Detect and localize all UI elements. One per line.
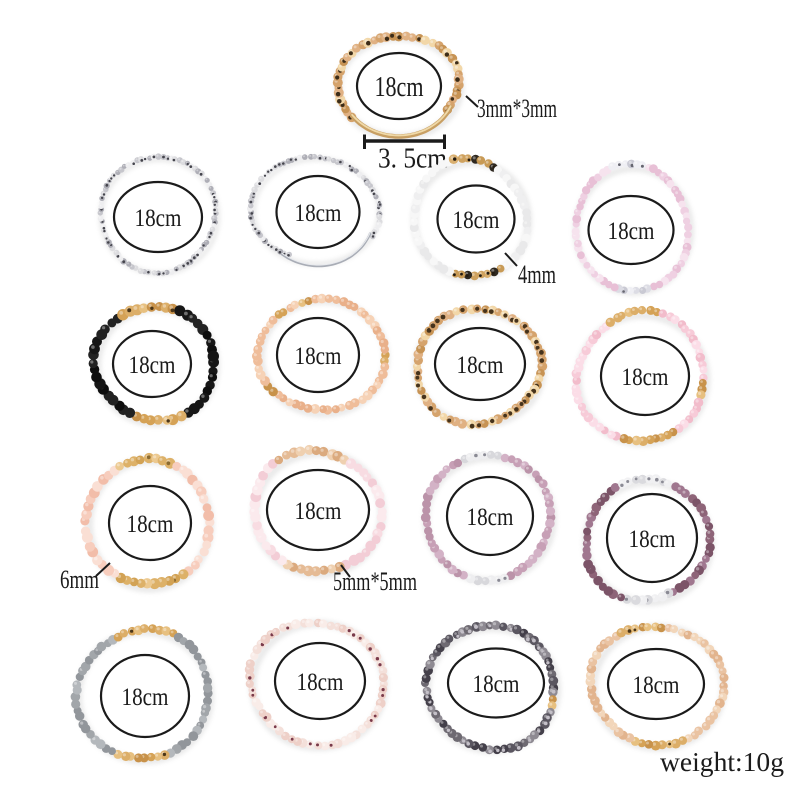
svg-text:18cm: 18cm [297,669,344,696]
svg-text:18cm: 18cm [135,205,182,232]
svg-text:18cm: 18cm [295,498,342,525]
svg-text:18cm: 18cm [457,352,504,379]
svg-text:3mm*3mm: 3mm*3mm [477,94,557,123]
svg-text:18cm: 18cm [608,218,655,245]
svg-text:18cm: 18cm [629,526,676,553]
svg-text:18cm: 18cm [375,71,424,103]
svg-text:5mm*5mm: 5mm*5mm [333,567,417,596]
svg-text:weight:10g: weight:10g [660,747,784,777]
svg-text:18cm: 18cm [473,671,520,698]
svg-text:18cm: 18cm [467,504,514,531]
svg-text:4mm: 4mm [518,260,556,289]
svg-text:18cm: 18cm [622,364,669,391]
svg-text:18cm: 18cm [453,207,500,234]
svg-text:18cm: 18cm [295,200,342,227]
svg-text:18cm: 18cm [295,343,342,370]
svg-text:18cm: 18cm [127,511,174,538]
svg-text:18cm: 18cm [129,352,176,379]
svg-text:18cm: 18cm [122,684,169,711]
svg-text:18cm: 18cm [633,672,680,699]
svg-text:6mm: 6mm [60,565,99,594]
